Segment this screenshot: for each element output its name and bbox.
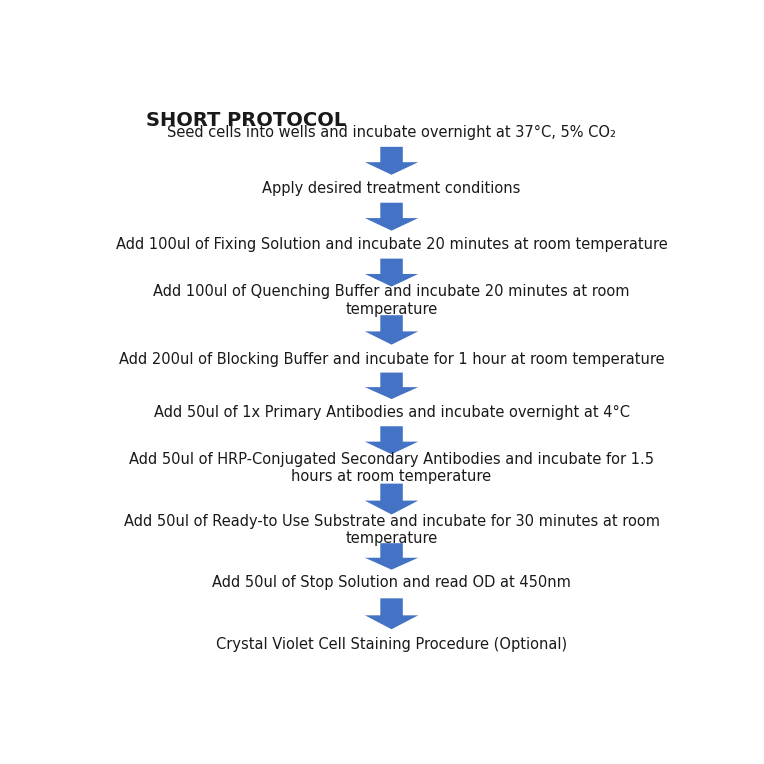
Polygon shape: [365, 258, 418, 286]
Text: Add 50ul of Ready-to Use Substrate and incubate for 30 minutes at room
temperatu: Add 50ul of Ready-to Use Substrate and i…: [124, 513, 659, 546]
Text: Crystal Violet Cell Staining Procedure (Optional): Crystal Violet Cell Staining Procedure (…: [216, 637, 567, 652]
Polygon shape: [365, 543, 418, 570]
Text: Add 50ul of HRP-Conjugated Secondary Antibodies and incubate for 1.5
hours at ro: Add 50ul of HRP-Conjugated Secondary Ant…: [129, 452, 654, 484]
Text: Apply desired treatment conditions: Apply desired treatment conditions: [262, 181, 521, 196]
Text: Add 50ul of 1x Primary Antibodies and incubate overnight at 4°C: Add 50ul of 1x Primary Antibodies and in…: [154, 405, 630, 419]
Text: Seed cells into wells and incubate overnight at 37°C, 5% CO₂: Seed cells into wells and incubate overn…: [167, 125, 616, 141]
Polygon shape: [365, 202, 418, 231]
Text: Add 100ul of Quenching Buffer and incubate 20 minutes at room
temperature: Add 100ul of Quenching Buffer and incuba…: [154, 284, 630, 317]
Polygon shape: [365, 316, 418, 345]
Polygon shape: [365, 598, 418, 630]
Text: SHORT PROTOCOL: SHORT PROTOCOL: [146, 111, 346, 130]
Polygon shape: [365, 147, 418, 175]
Text: Add 100ul of Fixing Solution and incubate 20 minutes at room temperature: Add 100ul of Fixing Solution and incubat…: [115, 237, 668, 252]
Text: Add 200ul of Blocking Buffer and incubate for 1 hour at room temperature: Add 200ul of Blocking Buffer and incubat…: [118, 352, 665, 367]
Polygon shape: [365, 484, 418, 514]
Polygon shape: [365, 426, 418, 455]
Text: Add 50ul of Stop Solution and read OD at 450nm: Add 50ul of Stop Solution and read OD at…: [212, 575, 571, 591]
Polygon shape: [365, 373, 418, 399]
